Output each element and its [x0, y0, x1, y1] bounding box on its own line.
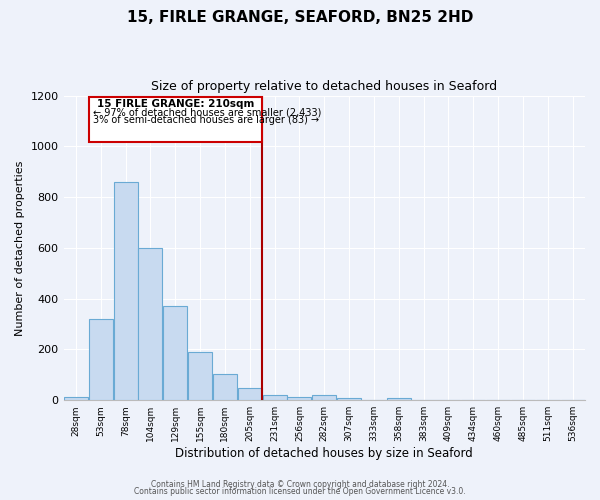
Y-axis label: Number of detached properties: Number of detached properties: [15, 160, 25, 336]
Text: ← 97% of detached houses are smaller (2,433): ← 97% of detached houses are smaller (2,…: [92, 108, 321, 118]
Text: 15, FIRLE GRANGE, SEAFORD, BN25 2HD: 15, FIRLE GRANGE, SEAFORD, BN25 2HD: [127, 10, 473, 25]
Bar: [387, 398, 411, 400]
Text: 3% of semi-detached houses are larger (83) →: 3% of semi-detached houses are larger (8…: [92, 114, 319, 124]
Bar: [163, 306, 187, 400]
X-axis label: Distribution of detached houses by size in Seaford: Distribution of detached houses by size …: [175, 447, 473, 460]
Bar: [89, 319, 113, 400]
Text: Contains HM Land Registry data © Crown copyright and database right 2024.: Contains HM Land Registry data © Crown c…: [151, 480, 449, 489]
Bar: [113, 182, 137, 400]
Bar: [312, 395, 337, 400]
Bar: [139, 248, 163, 400]
Text: Contains public sector information licensed under the Open Government Licence v3: Contains public sector information licen…: [134, 487, 466, 496]
Title: Size of property relative to detached houses in Seaford: Size of property relative to detached ho…: [151, 80, 497, 93]
Text: 15 FIRLE GRANGE: 210sqm: 15 FIRLE GRANGE: 210sqm: [97, 100, 254, 110]
Bar: [188, 352, 212, 400]
Bar: [238, 388, 262, 400]
FancyBboxPatch shape: [89, 97, 262, 142]
Bar: [64, 397, 88, 400]
Bar: [287, 397, 311, 400]
Bar: [337, 398, 361, 400]
Bar: [213, 374, 237, 400]
Bar: [263, 395, 287, 400]
